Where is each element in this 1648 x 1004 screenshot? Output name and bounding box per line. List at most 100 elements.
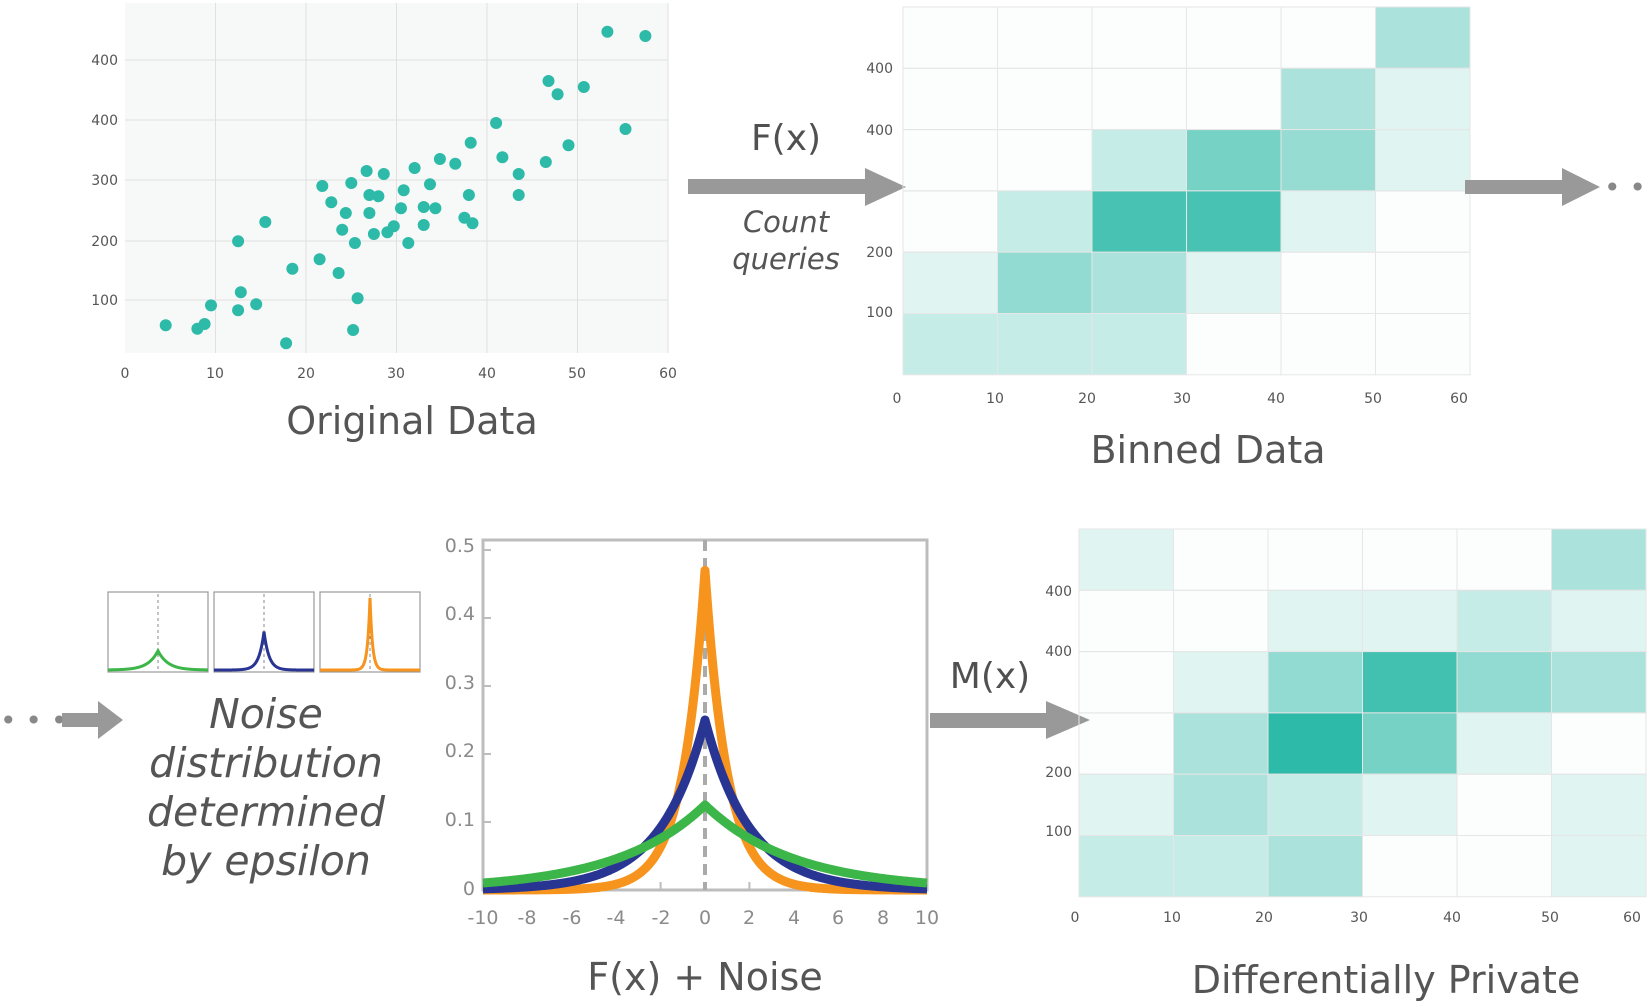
scatter-y-tick: 300 bbox=[91, 173, 118, 189]
noise-y-tick: 0.3 bbox=[445, 672, 475, 694]
scatter-point bbox=[496, 151, 509, 164]
count-label-line2: queries bbox=[732, 242, 840, 276]
original-data-title: Original Data bbox=[286, 399, 538, 443]
scatter-point bbox=[313, 253, 326, 266]
private-y-tick: 400 bbox=[1045, 644, 1072, 660]
mx-arrow-group: M(x) bbox=[930, 656, 1090, 739]
scatter-x-tick: 50 bbox=[568, 366, 586, 382]
heatmap-cell bbox=[1092, 190, 1187, 253]
noise-curves bbox=[479, 565, 931, 895]
noise-y-tick: 0.2 bbox=[445, 740, 475, 762]
noise-x-tick: 8 bbox=[877, 907, 889, 929]
scatter-point bbox=[490, 117, 503, 129]
scatter-point bbox=[408, 162, 421, 174]
noise-x-tick: 4 bbox=[788, 907, 800, 929]
scatter-y-tick: 200 bbox=[91, 234, 118, 250]
noise-description: Noise distribution determined by epsilon bbox=[147, 690, 386, 885]
scatter-y-tick: 400 bbox=[91, 53, 118, 69]
fx-arrow-head bbox=[865, 168, 906, 206]
bottom-left-arrow-head bbox=[98, 701, 123, 739]
scatter-point bbox=[395, 202, 407, 215]
heatmap-cell bbox=[1187, 68, 1282, 129]
scatter-point bbox=[325, 196, 338, 209]
scatter-point bbox=[424, 178, 436, 191]
binned-x-tick: 60 bbox=[1450, 391, 1468, 407]
heatmap-cell bbox=[1363, 529, 1458, 590]
ellipsis-top: • • • bbox=[1604, 171, 1648, 204]
thumbnail-curve-orange bbox=[320, 597, 420, 672]
binned-data-panel: 400 400 200 100 0 10 20 30 40 50 60 Binn… bbox=[866, 6, 1471, 472]
heatmap-cell bbox=[1268, 774, 1363, 836]
scatter-point bbox=[351, 292, 364, 305]
noise-text-line4: by epsilon bbox=[161, 837, 371, 885]
mx-arrow-shaft bbox=[930, 713, 1050, 728]
heatmap-cell bbox=[1092, 68, 1187, 129]
top-right-arrow-shaft bbox=[1465, 180, 1565, 194]
heatmap-cell bbox=[1173, 651, 1268, 713]
heatmap-cell bbox=[1079, 529, 1174, 591]
heatmap-cell bbox=[1187, 314, 1282, 375]
private-y-tick: 400 bbox=[1045, 584, 1072, 600]
scatter-point bbox=[449, 157, 462, 170]
scatter-point bbox=[601, 25, 614, 38]
fx-label: F(x) bbox=[751, 118, 821, 159]
heatmap-cell bbox=[903, 191, 998, 252]
binned-y-tick: 100 bbox=[866, 305, 893, 321]
private-x-tick: 60 bbox=[1623, 910, 1641, 926]
heatmap-cell bbox=[997, 252, 1092, 314]
heatmap-cell bbox=[1187, 7, 1282, 68]
binned-x-tick: 0 bbox=[893, 391, 902, 407]
binned-heatmap bbox=[902, 6, 1471, 376]
heatmap-cell bbox=[903, 68, 998, 129]
scatter-point bbox=[363, 189, 376, 201]
binned-x-axis: 0 10 20 30 40 50 60 bbox=[893, 391, 1468, 407]
mx-arrow-head bbox=[1046, 701, 1090, 739]
heatmap-cell bbox=[1281, 252, 1376, 313]
heatmap-cell bbox=[1551, 774, 1646, 836]
noise-chart-panel: 0 0.1 0.2 0.3 0.4 0.5 -10 -8 -6 -4 -2 0 … bbox=[445, 535, 939, 999]
private-x-tick: 50 bbox=[1541, 910, 1559, 926]
scatter-point bbox=[363, 207, 376, 219]
heatmap-cell bbox=[1362, 774, 1457, 836]
scatter-point bbox=[159, 319, 172, 332]
private-data-panel: 400 400 200 100 0 10 20 30 40 50 60 Diff… bbox=[1045, 528, 1647, 1002]
heatmap-cell bbox=[1363, 836, 1458, 897]
heatmap-cell bbox=[1173, 712, 1268, 775]
private-data-title: Differentially Private bbox=[1192, 958, 1581, 1002]
heatmap-cell bbox=[1376, 191, 1471, 252]
heatmap-cell bbox=[1092, 252, 1187, 314]
private-x-tick: 20 bbox=[1255, 910, 1273, 926]
heatmap-cell bbox=[1551, 529, 1646, 591]
binned-x-tick: 40 bbox=[1267, 391, 1285, 407]
scatter-point bbox=[280, 337, 293, 350]
heatmap-cell bbox=[903, 7, 998, 68]
binned-x-tick: 30 bbox=[1173, 391, 1191, 407]
count-label-line1: Count bbox=[743, 205, 831, 239]
heatmap-cell bbox=[1079, 590, 1174, 651]
binned-y-tick: 400 bbox=[866, 61, 893, 77]
binned-x-tick: 20 bbox=[1078, 391, 1096, 407]
thumbnail-curve-blue bbox=[214, 631, 314, 672]
noise-x-tick: -6 bbox=[563, 907, 582, 929]
heatmap-cell-border bbox=[1375, 313, 1471, 376]
noise-y-tick: 0.4 bbox=[445, 603, 475, 625]
private-y-tick: 100 bbox=[1045, 824, 1072, 840]
scatter-x-tick: 20 bbox=[297, 366, 315, 382]
continue-arrow-bottom: • • • bbox=[0, 701, 123, 739]
private-x-tick: 0 bbox=[1071, 910, 1080, 926]
heatmap-cell bbox=[1375, 7, 1470, 69]
private-y-axis: 400 400 200 100 bbox=[1045, 584, 1072, 840]
noise-y-tick: 0.1 bbox=[445, 809, 475, 831]
noise-x-tick: 10 bbox=[915, 907, 939, 929]
noise-chart-title: F(x) + Noise bbox=[587, 955, 822, 999]
private-x-tick: 40 bbox=[1443, 910, 1461, 926]
heatmap-cell bbox=[1376, 314, 1471, 375]
mx-label: M(x) bbox=[950, 656, 1030, 697]
heatmap-cell bbox=[1552, 713, 1647, 774]
scatter-point bbox=[433, 153, 446, 165]
thumbnail-curve-green bbox=[107, 647, 209, 672]
heatmap-cell bbox=[1186, 190, 1281, 253]
scatter-point bbox=[250, 298, 263, 311]
heatmap-cell bbox=[998, 68, 1093, 129]
heatmap-cell bbox=[1375, 129, 1470, 191]
